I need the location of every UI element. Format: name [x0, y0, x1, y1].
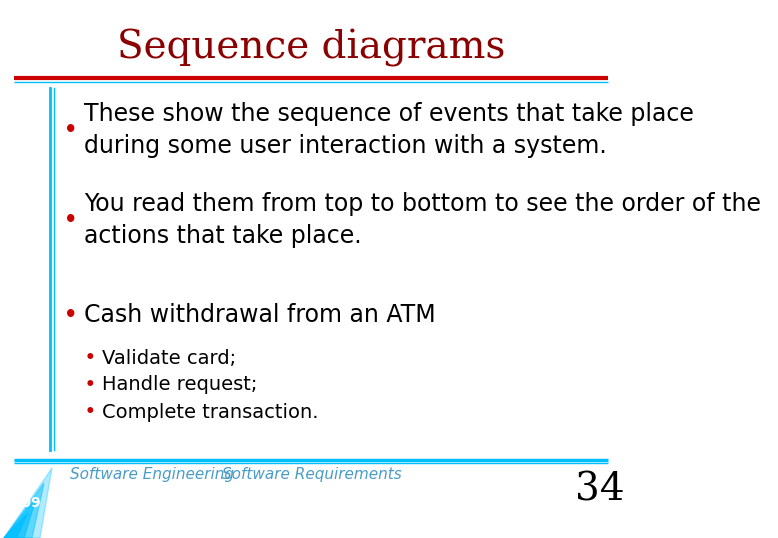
Polygon shape — [4, 468, 52, 538]
Text: •: • — [84, 403, 95, 421]
Text: •: • — [64, 210, 77, 230]
Polygon shape — [4, 483, 44, 538]
Text: Cash withdrawal from an ATM: Cash withdrawal from an ATM — [84, 303, 436, 327]
Text: Software Engineering: Software Engineering — [70, 468, 234, 483]
Polygon shape — [4, 513, 28, 538]
Text: S.H: S.H — [9, 481, 36, 495]
Text: Software Requirements: Software Requirements — [223, 468, 402, 483]
Text: •: • — [64, 305, 77, 325]
Text: Complete transaction.: Complete transaction. — [103, 402, 319, 421]
Text: 34: 34 — [576, 471, 625, 508]
Text: Sequence diagrams: Sequence diagrams — [117, 29, 506, 67]
Text: •: • — [84, 349, 95, 367]
Text: Validate card;: Validate card; — [103, 349, 237, 367]
Text: •: • — [64, 120, 77, 140]
Text: •: • — [84, 376, 95, 394]
Text: 2009: 2009 — [3, 496, 42, 510]
Polygon shape — [4, 498, 36, 538]
Text: These show the sequence of events that take place
during some user interaction w: These show the sequence of events that t… — [84, 102, 694, 158]
Text: Handle request;: Handle request; — [103, 376, 258, 394]
Text: You read them from top to bottom to see the order of the
actions that take place: You read them from top to bottom to see … — [84, 192, 761, 248]
